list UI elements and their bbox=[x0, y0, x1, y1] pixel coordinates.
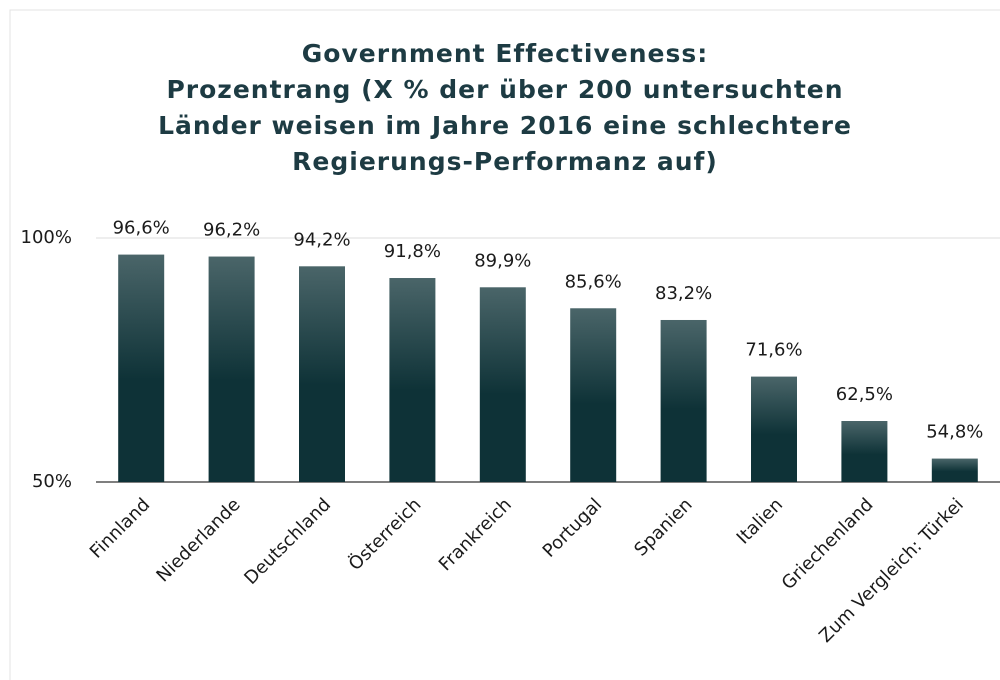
chart-title: Regierungs-Performanz auf) bbox=[292, 147, 718, 176]
bar bbox=[389, 278, 436, 482]
data-label: 54,8% bbox=[926, 422, 983, 443]
bar bbox=[570, 308, 617, 482]
x-tick-label: Zum Vergleich: Türkei bbox=[815, 494, 968, 647]
bar bbox=[118, 254, 165, 482]
chart-title: Prozentrang (X % der über 200 untersucht… bbox=[166, 75, 843, 104]
bar bbox=[479, 287, 526, 482]
y-tick-label: 50% bbox=[32, 471, 72, 492]
data-label: 85,6% bbox=[565, 271, 622, 292]
data-label: 91,8% bbox=[384, 241, 441, 262]
bar bbox=[299, 266, 345, 482]
x-tick-label: Finnland bbox=[86, 494, 154, 562]
x-tick-label: Deutschland bbox=[240, 494, 335, 589]
chart-title: Länder weisen im Jahre 2016 eine schlech… bbox=[158, 111, 852, 140]
x-tick-label: Österreich bbox=[344, 494, 425, 575]
bar bbox=[660, 319, 707, 482]
bar bbox=[208, 256, 255, 482]
x-tick-label: Portugal bbox=[539, 494, 607, 562]
y-tick-label: 100% bbox=[21, 227, 72, 248]
data-label: 96,6% bbox=[113, 218, 170, 239]
chart-frame bbox=[9, 9, 1000, 680]
x-tick-label: Griechenland bbox=[778, 494, 878, 594]
data-label: 89,9% bbox=[474, 250, 531, 271]
data-label: 71,6% bbox=[745, 340, 802, 361]
data-label: 94,2% bbox=[293, 229, 350, 250]
x-tick-label: Italien bbox=[733, 494, 787, 548]
x-tick-label: Frankreich bbox=[435, 494, 516, 575]
chart-title: Government Effectiveness: bbox=[302, 39, 708, 68]
data-label: 62,5% bbox=[836, 384, 893, 405]
bar bbox=[841, 421, 888, 482]
data-label: 96,2% bbox=[203, 220, 260, 241]
data-label: 83,2% bbox=[655, 283, 712, 304]
bar bbox=[931, 458, 978, 482]
x-tick-label: Niederlande bbox=[152, 494, 244, 586]
x-tick-label: Spanien bbox=[630, 494, 696, 560]
bar bbox=[751, 376, 797, 482]
